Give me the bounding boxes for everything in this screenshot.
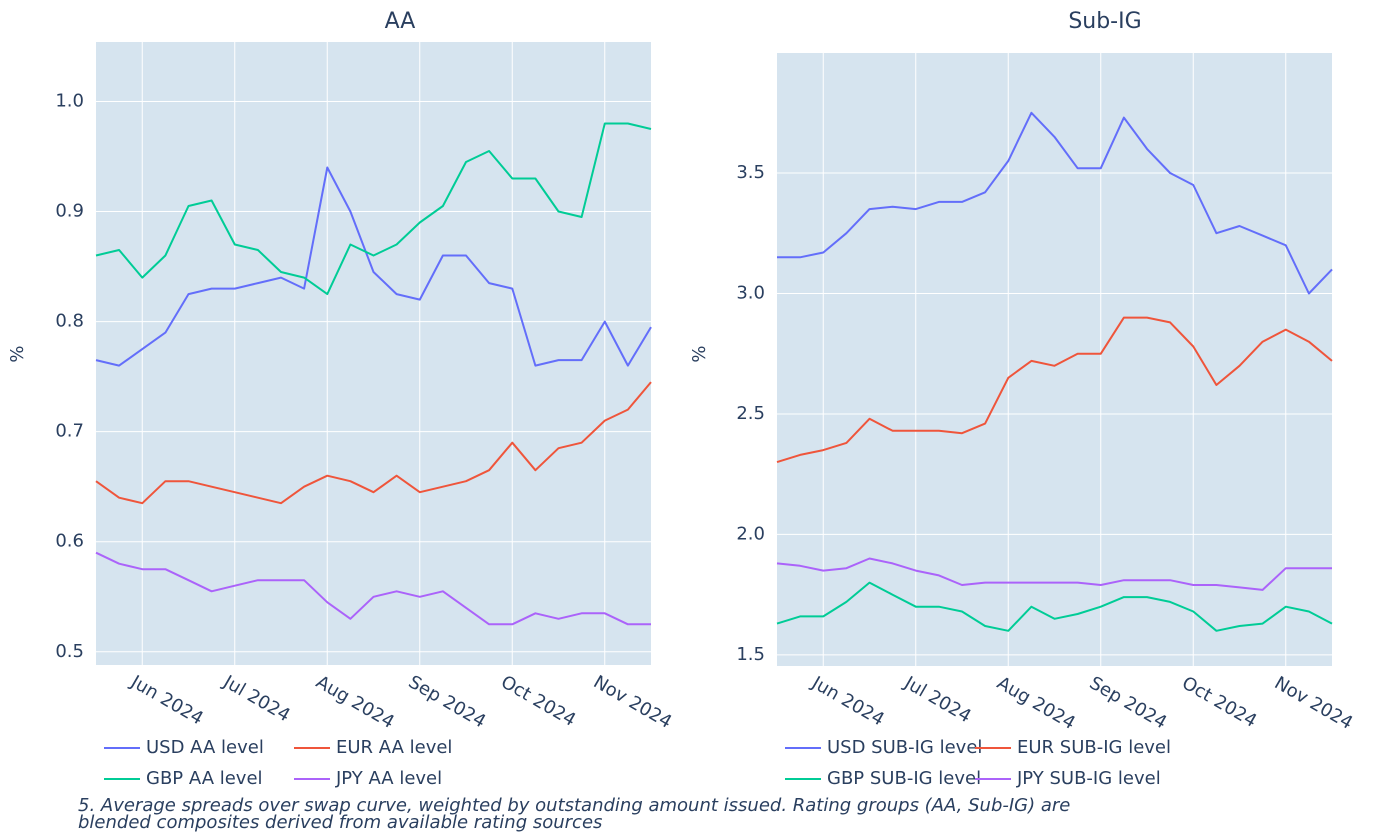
chart-title: Sub-IG (1068, 9, 1141, 34)
plot-background (777, 53, 1332, 666)
x-tick-label: Aug 2024 (993, 672, 1079, 734)
x-tick-label: Oct 2024 (1178, 672, 1260, 732)
legend-label[interactable]: EUR SUB-IG level (1017, 737, 1171, 758)
series-line (777, 111, 1333, 295)
y-tick-label: 0.8 (55, 311, 84, 332)
legend-label[interactable]: EUR AA level (336, 737, 452, 758)
series-line (776, 316, 1333, 464)
x-tick-label: Jun 2024 (807, 672, 887, 731)
legend-label[interactable]: JPY SUB-IG level (1016, 768, 1161, 789)
y-tick-label: 2.5 (736, 403, 765, 424)
x-tick-label: Sep 2024 (1086, 672, 1171, 733)
chart-title: AA (385, 9, 416, 34)
series-line (776, 557, 1332, 591)
y-tick-label: 1.0 (55, 90, 84, 111)
x-tick-label: Jul 2024 (219, 671, 294, 726)
series-line (95, 381, 652, 505)
x-tick-label: Oct 2024 (497, 671, 579, 731)
legend-label[interactable]: GBP SUB-IG level (827, 768, 981, 789)
series-line (776, 581, 1333, 632)
x-tick-label: Jun 2024 (126, 671, 206, 730)
footnote: 5. Average spreads over swap curve, weig… (78, 795, 1071, 833)
y-tick-label: 1.5 (736, 644, 765, 665)
y-tick-label: 0.6 (55, 531, 84, 552)
y-tick-label: 0.9 (55, 201, 84, 222)
legend-label[interactable]: USD AA level (146, 737, 264, 758)
x-tick-label: Jul 2024 (900, 672, 975, 727)
legend-label[interactable]: GBP AA level (146, 768, 263, 789)
x-tick-label: Nov 2024 (590, 671, 676, 733)
legend-label[interactable]: USD SUB-IG level (827, 737, 982, 758)
y-tick-label: 2.0 (736, 523, 765, 544)
x-tick-label: Aug 2024 (312, 671, 398, 733)
y-axis-title: % (689, 345, 710, 362)
y-tick-label: 0.5 (55, 641, 84, 662)
x-tick-label: Nov 2024 (1271, 672, 1357, 734)
y-tick-label: 3.0 (736, 282, 765, 303)
y-tick-label: 0.7 (55, 421, 84, 442)
y-tick-label: 3.5 (736, 162, 765, 183)
legend-label[interactable]: JPY AA level (335, 768, 442, 789)
series-line (95, 122, 652, 296)
plot-background (96, 42, 651, 665)
y-axis-title: % (7, 345, 28, 362)
series-line (95, 551, 651, 626)
series-line (95, 166, 652, 367)
x-tick-label: Sep 2024 (405, 671, 490, 732)
